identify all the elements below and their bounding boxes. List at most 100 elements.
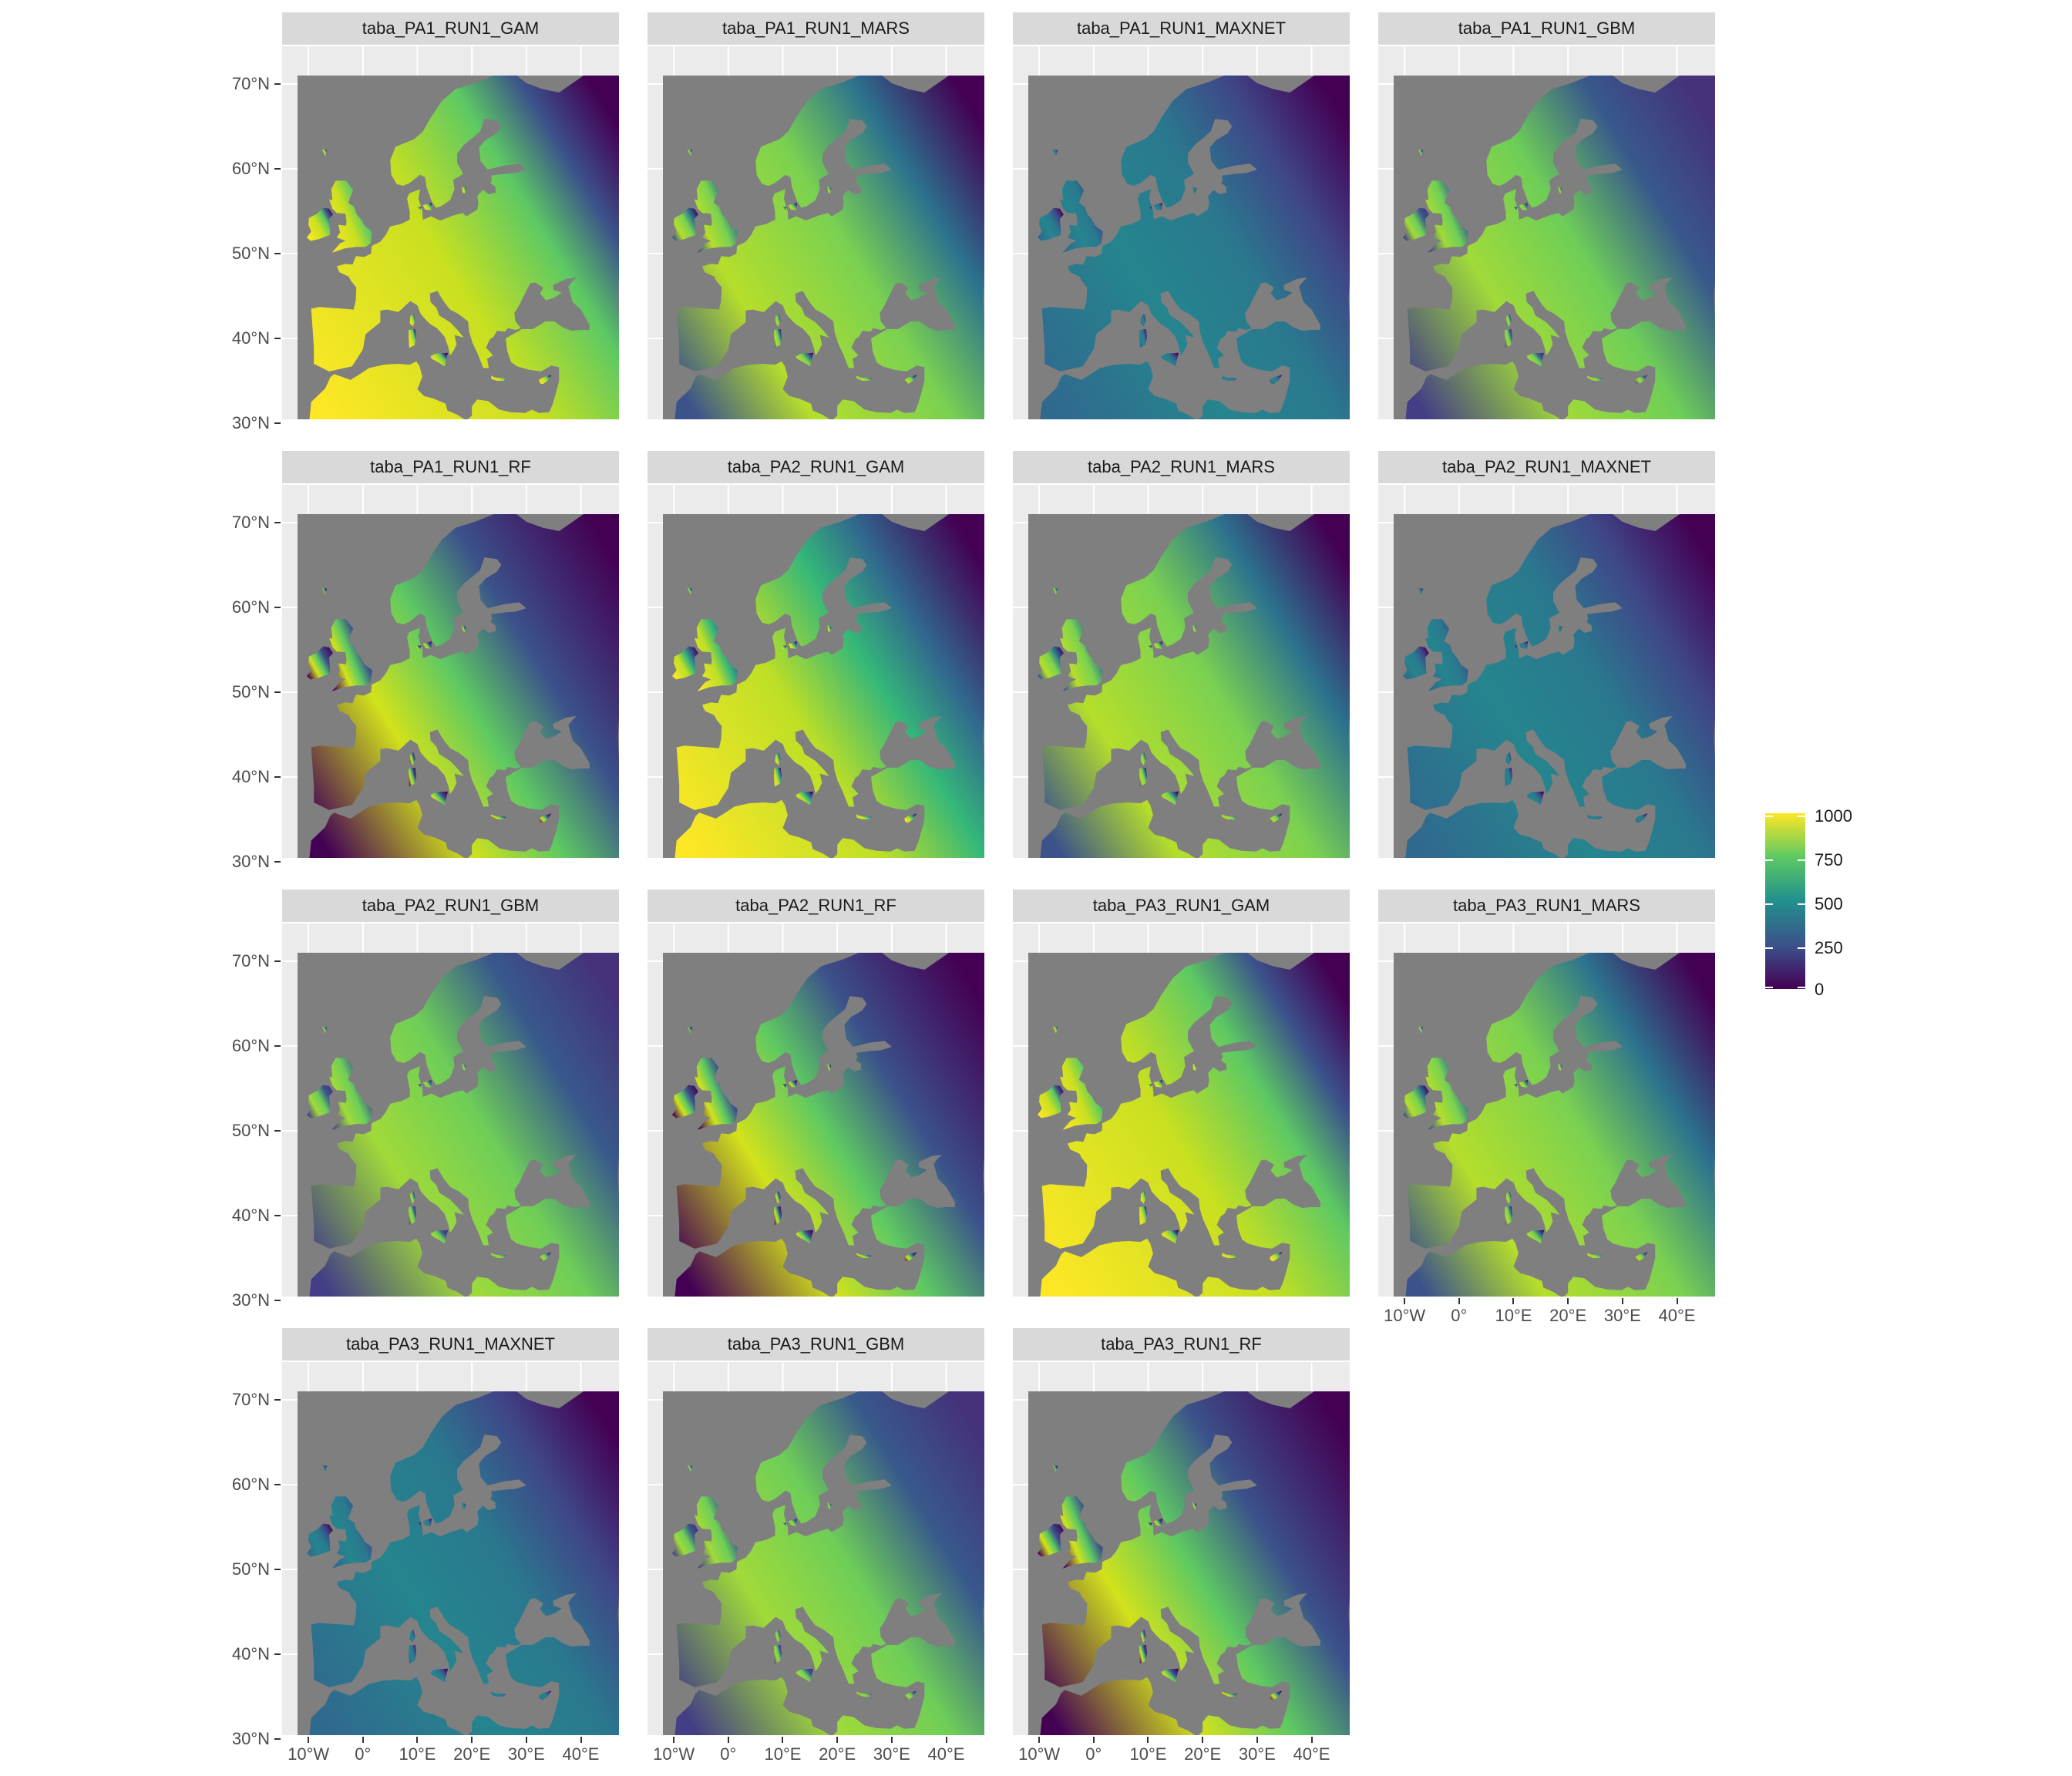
x-tick-label: 10°E — [1495, 1306, 1532, 1325]
land-main — [674, 76, 984, 419]
land-sardinia — [409, 328, 417, 348]
x-tick-mark — [836, 1737, 839, 1743]
land-ie — [1403, 646, 1429, 680]
land-cyprus — [1270, 1252, 1283, 1262]
land-sicily — [430, 1668, 449, 1683]
colorbar-label-1000: 1000 — [1815, 806, 1852, 826]
land-gotland — [827, 625, 832, 632]
y-tick-label: 70°N — [231, 1390, 270, 1409]
y-tick-mark — [274, 1399, 281, 1401]
land-sardinia — [409, 1206, 417, 1226]
map-panel: taba_PA2_RUN1_MAXNET — [1378, 451, 1715, 858]
y-tick-label: 50°N — [231, 1121, 270, 1140]
land-gotland — [827, 187, 832, 193]
x-tick-mark — [471, 1737, 473, 1743]
panel-title: taba_PA3_RUN1_MAXNET — [282, 1328, 619, 1361]
plot-area — [282, 923, 619, 1297]
land-zealand — [422, 203, 432, 210]
land-gb — [695, 1058, 738, 1130]
panel-title: taba_PA1_RUN1_MARS — [648, 12, 984, 45]
sea-caspian — [617, 1156, 619, 1199]
land-gotland — [827, 1502, 832, 1509]
land-funen — [415, 207, 422, 211]
land-funen — [1512, 645, 1518, 650]
plot-area — [282, 46, 619, 419]
map-panel: taba_PA2_RUN1_MARS — [1013, 451, 1350, 858]
land-sicily — [796, 352, 814, 367]
land-main — [309, 1391, 619, 1735]
land-main — [309, 514, 619, 858]
x-tick-label: 30°E — [873, 1744, 910, 1764]
land-cyprus — [1635, 1252, 1648, 1262]
plot-area — [648, 485, 984, 858]
plot-area — [1378, 46, 1715, 419]
land-crete — [856, 1253, 872, 1258]
land-funen — [781, 645, 787, 650]
land-zealand — [1153, 641, 1162, 649]
land-sicily — [1526, 791, 1545, 806]
plot-area — [282, 1362, 619, 1735]
plot-area — [1013, 485, 1350, 858]
land-faroe — [687, 1026, 693, 1034]
land-zealand — [422, 641, 432, 649]
land-funen — [1512, 207, 1518, 211]
x-tick-mark — [580, 1737, 582, 1743]
land-corsica — [1140, 1630, 1146, 1643]
x-tick-mark — [782, 1737, 784, 1743]
land-crete — [1221, 1691, 1237, 1697]
x-tick-mark — [1404, 1298, 1406, 1304]
map-panel: taba_PA2_RUN1_GBM — [282, 890, 619, 1297]
sea-caspian — [1714, 279, 1715, 321]
y-tick-label: 50°N — [231, 244, 270, 263]
x-tick-mark — [1147, 1737, 1149, 1743]
panel-title: taba_PA2_RUN1_MARS — [1013, 451, 1350, 483]
land-zealand — [1519, 641, 1528, 649]
land-funen — [1146, 1522, 1152, 1527]
y-tick-label: 30°N — [231, 1729, 270, 1748]
land-zealand — [1153, 1080, 1162, 1088]
x-tick-mark — [1567, 1298, 1569, 1304]
land-corsica — [1140, 314, 1146, 327]
land-zealand — [1153, 203, 1162, 210]
panel-title: taba_PA3_RUN1_MARS — [1378, 890, 1715, 922]
land-ie — [672, 207, 698, 241]
panel-title: taba_PA3_RUN1_GBM — [648, 1328, 984, 1361]
y-tick-label: 50°N — [231, 1559, 270, 1579]
land-sicily — [430, 791, 449, 806]
land-corsica — [409, 314, 415, 327]
land-cyprus — [904, 813, 917, 823]
suitability-map — [282, 1362, 619, 1735]
land-corsica — [1140, 752, 1146, 765]
land-crete — [490, 375, 506, 381]
y-tick-label: 40°N — [231, 1644, 270, 1663]
panel-title: taba_PA2_RUN1_RF — [648, 890, 984, 922]
land-zealand — [788, 1519, 797, 1526]
colorbar-label-750: 750 — [1815, 850, 1843, 870]
y-tick-mark — [274, 691, 281, 693]
land-sicily — [796, 1229, 814, 1244]
land-ie — [1038, 1523, 1064, 1557]
y-tick-mark — [274, 1045, 281, 1047]
land-crete — [856, 1691, 872, 1697]
land-corsica — [1505, 1191, 1512, 1204]
x-tick-mark — [673, 1737, 675, 1743]
land-gotland — [1192, 187, 1197, 193]
panel-title: taba_PA2_RUN1_GBM — [282, 890, 619, 922]
y-tick-label: 30°N — [231, 1290, 270, 1310]
suitability-map — [648, 485, 984, 858]
x-tick-mark — [945, 1737, 947, 1743]
suitability-map — [1378, 923, 1715, 1297]
suitability-map — [1013, 46, 1350, 419]
suitability-map — [1013, 1362, 1350, 1735]
x-tick-mark — [525, 1737, 527, 1743]
land-gb — [329, 1496, 372, 1569]
colorbar-tick — [1765, 987, 1773, 988]
land-funen — [781, 1084, 787, 1088]
x-tick-label: 0° — [1451, 1306, 1468, 1325]
land-sardinia — [1505, 328, 1513, 348]
x-tick-mark — [1512, 1298, 1515, 1304]
plot-area — [1378, 923, 1715, 1297]
land-faroe — [687, 587, 693, 595]
land-sicily — [1526, 1229, 1545, 1244]
land-gb — [329, 180, 372, 253]
